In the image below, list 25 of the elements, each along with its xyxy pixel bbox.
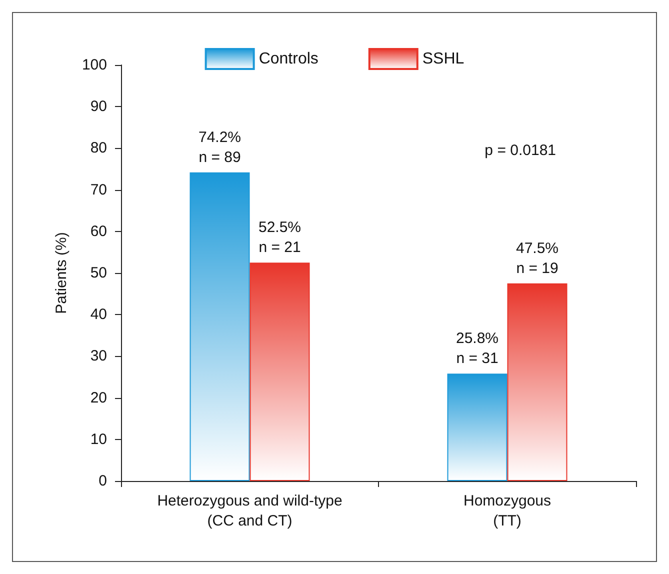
bar (507, 283, 568, 481)
annotation: p = 0.0181 (484, 142, 556, 159)
x-tick-label: Homozygous (TT) (463, 492, 552, 530)
bar (190, 172, 250, 481)
y-tick-label: 80 (90, 140, 107, 157)
y-axis-title: Patients (%) (53, 232, 70, 314)
y-tick-label: 10 (90, 430, 107, 448)
y-tick-label: 20 (90, 389, 107, 406)
data-label: 74.2% n = 89 (198, 128, 242, 166)
y-tick-label: 30 (90, 348, 107, 365)
y-tick-label: 0 (98, 472, 107, 490)
y-tick-label: 50 (90, 264, 107, 282)
bar (250, 262, 310, 481)
data-label: 52.5% n = 21 (258, 219, 302, 256)
data-label: 47.5% n = 19 (516, 240, 559, 277)
y-tick-label: 100 (82, 56, 107, 74)
y-tick-label: 90 (90, 98, 107, 116)
legend-label: Controls (258, 50, 318, 68)
data-label: 25.8% n = 31 (456, 330, 499, 368)
y-tick-label: 70 (90, 181, 107, 198)
legend-label: SSHL (422, 50, 464, 68)
y-tick-label: 60 (90, 222, 107, 240)
x-tick-label: Heterozygous and wild-type (CC and CT) (157, 492, 342, 530)
y-tick-label: 40 (90, 306, 107, 324)
bar (447, 374, 508, 481)
